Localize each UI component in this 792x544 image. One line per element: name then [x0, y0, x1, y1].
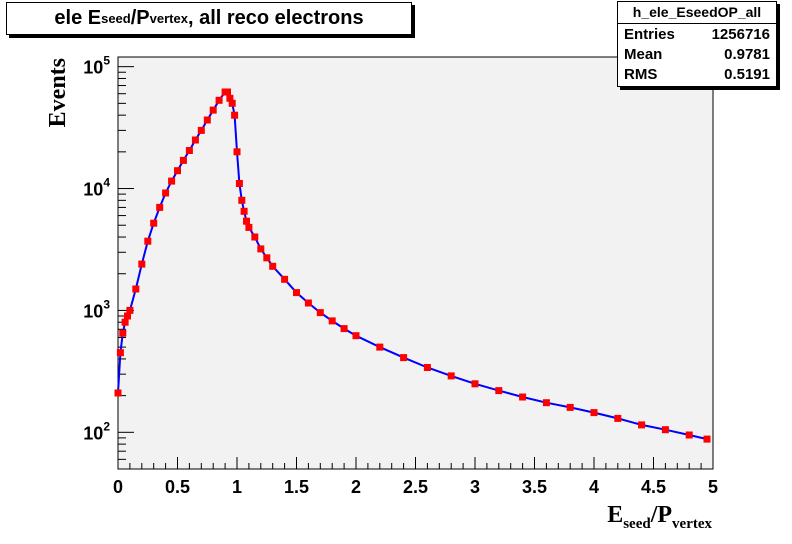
data-point — [293, 289, 300, 297]
data-point — [156, 203, 164, 211]
data-point — [614, 414, 622, 422]
data-point — [685, 431, 693, 439]
x-tick-label: 5 — [708, 477, 718, 497]
data-point — [144, 237, 152, 245]
stats-value: 1256716 — [711, 26, 770, 43]
data-point — [203, 116, 211, 124]
data-point — [340, 325, 348, 333]
data-point — [566, 403, 574, 411]
x-tick-label: 4.5 — [641, 477, 666, 497]
data-point — [245, 223, 253, 231]
data-point — [542, 399, 550, 407]
axes — [117, 66, 714, 470]
stats-row-mean: Mean 0.9781 — [618, 44, 776, 64]
data-point — [162, 189, 170, 197]
x-tick-label: 1 — [232, 477, 242, 497]
data-point — [233, 148, 241, 156]
data-point — [471, 380, 479, 388]
data-point — [209, 106, 217, 114]
data-point — [519, 393, 527, 401]
data-point — [238, 196, 246, 204]
stats-row-entries: Entries 1256716 — [618, 24, 776, 44]
data-point — [638, 421, 646, 429]
stats-label: Entries — [624, 26, 675, 43]
data-point — [114, 389, 122, 397]
series-line — [117, 91, 708, 441]
stats-value: 0.5191 — [724, 66, 770, 83]
data-point — [168, 177, 176, 185]
data-point — [423, 364, 431, 371]
stats-box: h_ele_EseedOP_all Entries 1256716 Mean 0… — [617, 1, 777, 87]
plot-frame — [117, 56, 714, 470]
y-tick-label: 103 — [83, 297, 110, 321]
data-point — [376, 343, 384, 351]
x-tick-label: 0.5 — [165, 477, 190, 497]
data-point — [251, 233, 259, 241]
x-tick-label: 3 — [470, 477, 480, 497]
data-point — [197, 126, 205, 134]
data-point — [231, 111, 239, 119]
data-point — [316, 309, 324, 317]
data-point — [590, 409, 598, 417]
data-point — [185, 147, 193, 154]
data-point — [226, 94, 234, 102]
data-point — [269, 262, 277, 270]
y-tick-label: 105 — [83, 54, 110, 78]
stats-value: 0.9781 — [724, 46, 770, 63]
data-point — [228, 99, 236, 107]
data-point — [243, 217, 250, 225]
data-point — [281, 275, 289, 283]
data-point — [215, 96, 223, 104]
data-point — [328, 317, 336, 325]
y-tick-label: 102 — [83, 419, 110, 443]
x-tick-labels: 0 0.5 1 1.5 2 2.5 3 3.5 4 4.5 5 — [113, 477, 718, 497]
y-axis-title: Events — [45, 58, 71, 127]
data-point — [179, 156, 187, 164]
data-point — [119, 329, 127, 337]
data-point — [174, 167, 181, 175]
data-point — [121, 318, 129, 326]
stats-row-rms: RMS 0.5191 — [618, 64, 776, 84]
data-point — [138, 260, 146, 268]
x-tick-label: 2.5 — [403, 477, 428, 497]
data-series — [114, 88, 711, 443]
data-point — [126, 306, 134, 314]
data-point — [124, 312, 131, 320]
data-point — [224, 88, 231, 96]
y-tick-label: 104 — [83, 176, 110, 200]
data-point — [150, 219, 158, 227]
data-point — [132, 285, 140, 293]
data-point — [257, 245, 265, 253]
data-point — [240, 207, 248, 215]
x-tick-label: 2 — [351, 477, 361, 497]
stats-label: RMS — [624, 66, 658, 83]
data-point — [661, 426, 669, 434]
x-axis-title: Eseed/Pvertex — [607, 502, 712, 532]
x-tick-label: 0 — [113, 477, 123, 497]
x-tick-label: 4 — [589, 477, 599, 497]
x-tick-label: 3.5 — [522, 477, 547, 497]
y-tick-labels: 102 103 104 105 — [83, 54, 110, 444]
stats-histogram-name: h_ele_EseedOP_all — [618, 2, 776, 24]
data-point — [191, 136, 199, 144]
data-point — [352, 332, 360, 340]
data-point — [263, 254, 271, 262]
data-point — [304, 299, 312, 307]
data-point — [400, 354, 408, 362]
data-point — [235, 180, 243, 187]
data-point — [116, 349, 124, 357]
data-point — [703, 435, 711, 443]
data-point — [447, 372, 455, 380]
stats-label: Mean — [624, 46, 663, 63]
x-tick-label: 1.5 — [284, 477, 309, 497]
data-point — [495, 387, 503, 395]
